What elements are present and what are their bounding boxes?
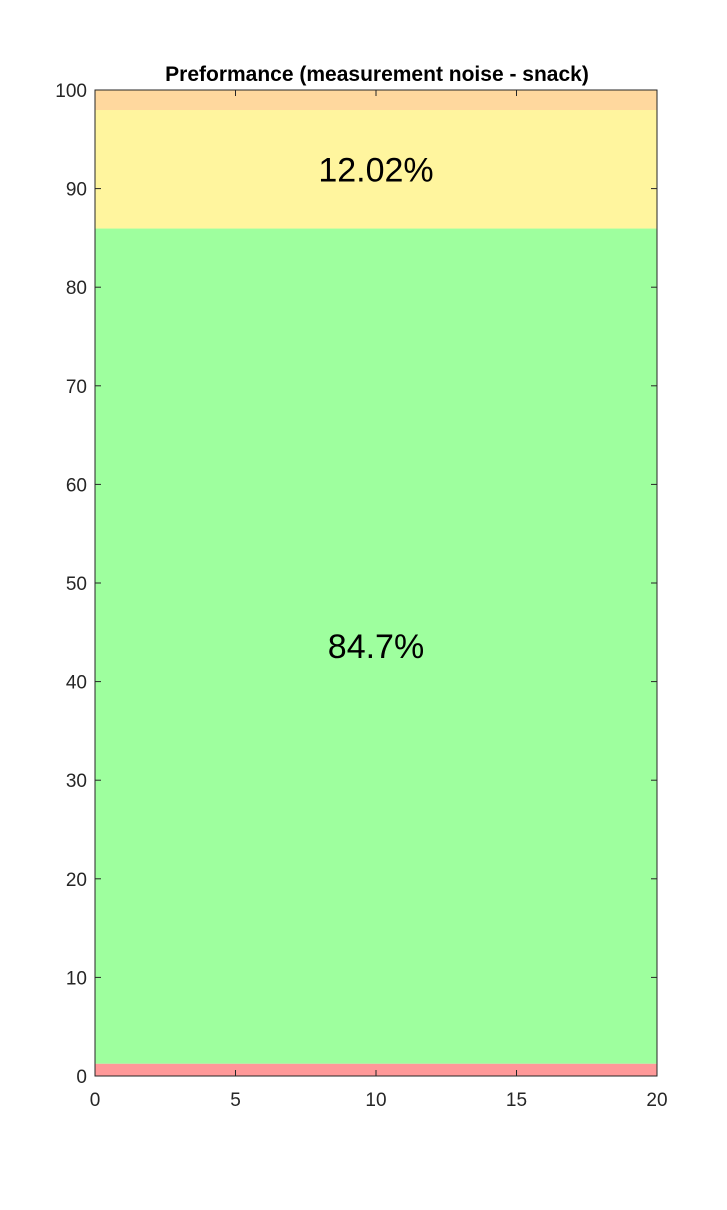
y-tick-label-5: 50 — [66, 574, 87, 595]
y-tick-label-3: 30 — [66, 771, 87, 792]
y-tick-label-1: 10 — [66, 968, 87, 989]
bar-segment-2 — [95, 110, 657, 229]
tick-labels: 0 10 20 30 40 50 60 70 80 90 100 0 5 10 15 20 — [55, 81, 667, 1111]
segment-label-1: 84.7% — [328, 628, 424, 666]
bar-segment-1 — [95, 228, 657, 1064]
x-tick-label-3: 15 — [506, 1090, 527, 1111]
x-tick-label-0: 0 — [90, 1090, 101, 1111]
x-tick-label-2: 10 — [365, 1090, 386, 1111]
x-tick-label-1: 5 — [230, 1090, 241, 1111]
y-tick-label-0: 0 — [76, 1067, 87, 1088]
chart-title: Preformance (measurement noise - snack) — [165, 63, 589, 86]
y-tick-label-9: 90 — [66, 180, 87, 201]
segment-label-2: 12.02% — [318, 151, 433, 189]
y-tick-label-8: 80 — [66, 278, 87, 299]
y-tick-label-10: 100 — [55, 81, 87, 102]
x-tick-label-4: 20 — [646, 1090, 667, 1111]
y-tick-label-2: 20 — [66, 870, 87, 891]
tick-marks — [94, 89, 658, 1077]
segment-labels: 84.7% 12.02% — [318, 151, 433, 666]
bar-segments — [95, 90, 657, 1076]
y-tick-label-4: 40 — [66, 673, 87, 694]
y-tick-label-7: 70 — [66, 377, 87, 398]
y-tick-label-6: 60 — [66, 475, 87, 496]
